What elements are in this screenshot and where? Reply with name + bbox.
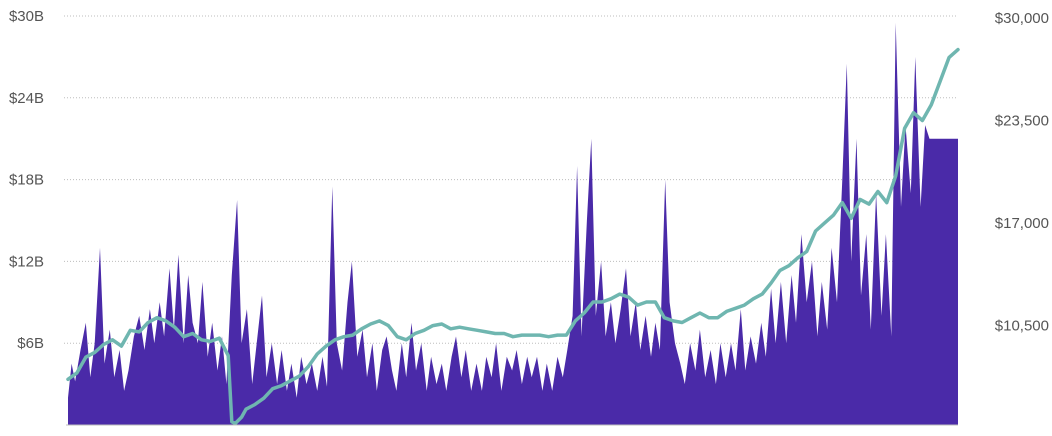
left-tick-label: $30B [9,8,44,25]
right-axis-price: $10,500 $17,000 $23,500 $30,000 [995,10,1049,335]
left-tick-label: $12B [9,253,44,270]
price-line-series [66,47,960,426]
left-tick-label: $24B [9,90,44,107]
right-tick-label: $23,500 [995,113,1049,130]
volume-area-series [68,22,958,426]
right-tick-label: $30,000 [995,10,1049,27]
left-tick-label: $18B [9,172,44,189]
left-axis-volume: $6B $12B $18B $24B $30B [9,8,44,352]
price-line [66,47,960,426]
right-tick-label: $10,500 [995,318,1049,335]
right-tick-label: $17,000 [995,215,1049,232]
volume-area [68,22,958,426]
left-tick-label: $6B [17,335,44,352]
gridlines [64,15,958,344]
